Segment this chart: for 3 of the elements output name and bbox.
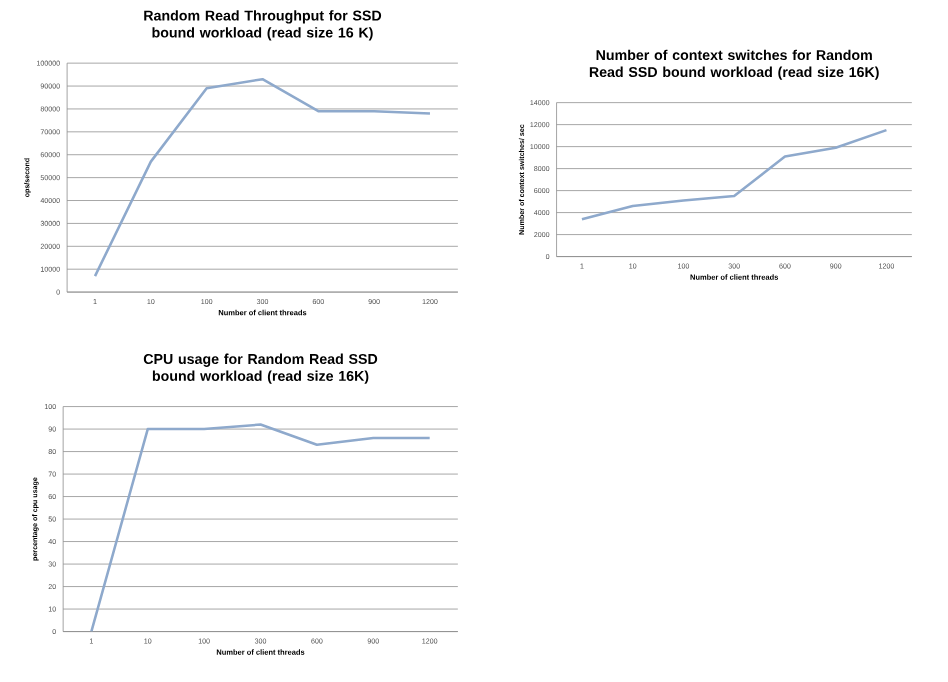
line-series — [93, 77, 432, 277]
line-series — [90, 422, 431, 632]
line-series — [580, 128, 888, 221]
